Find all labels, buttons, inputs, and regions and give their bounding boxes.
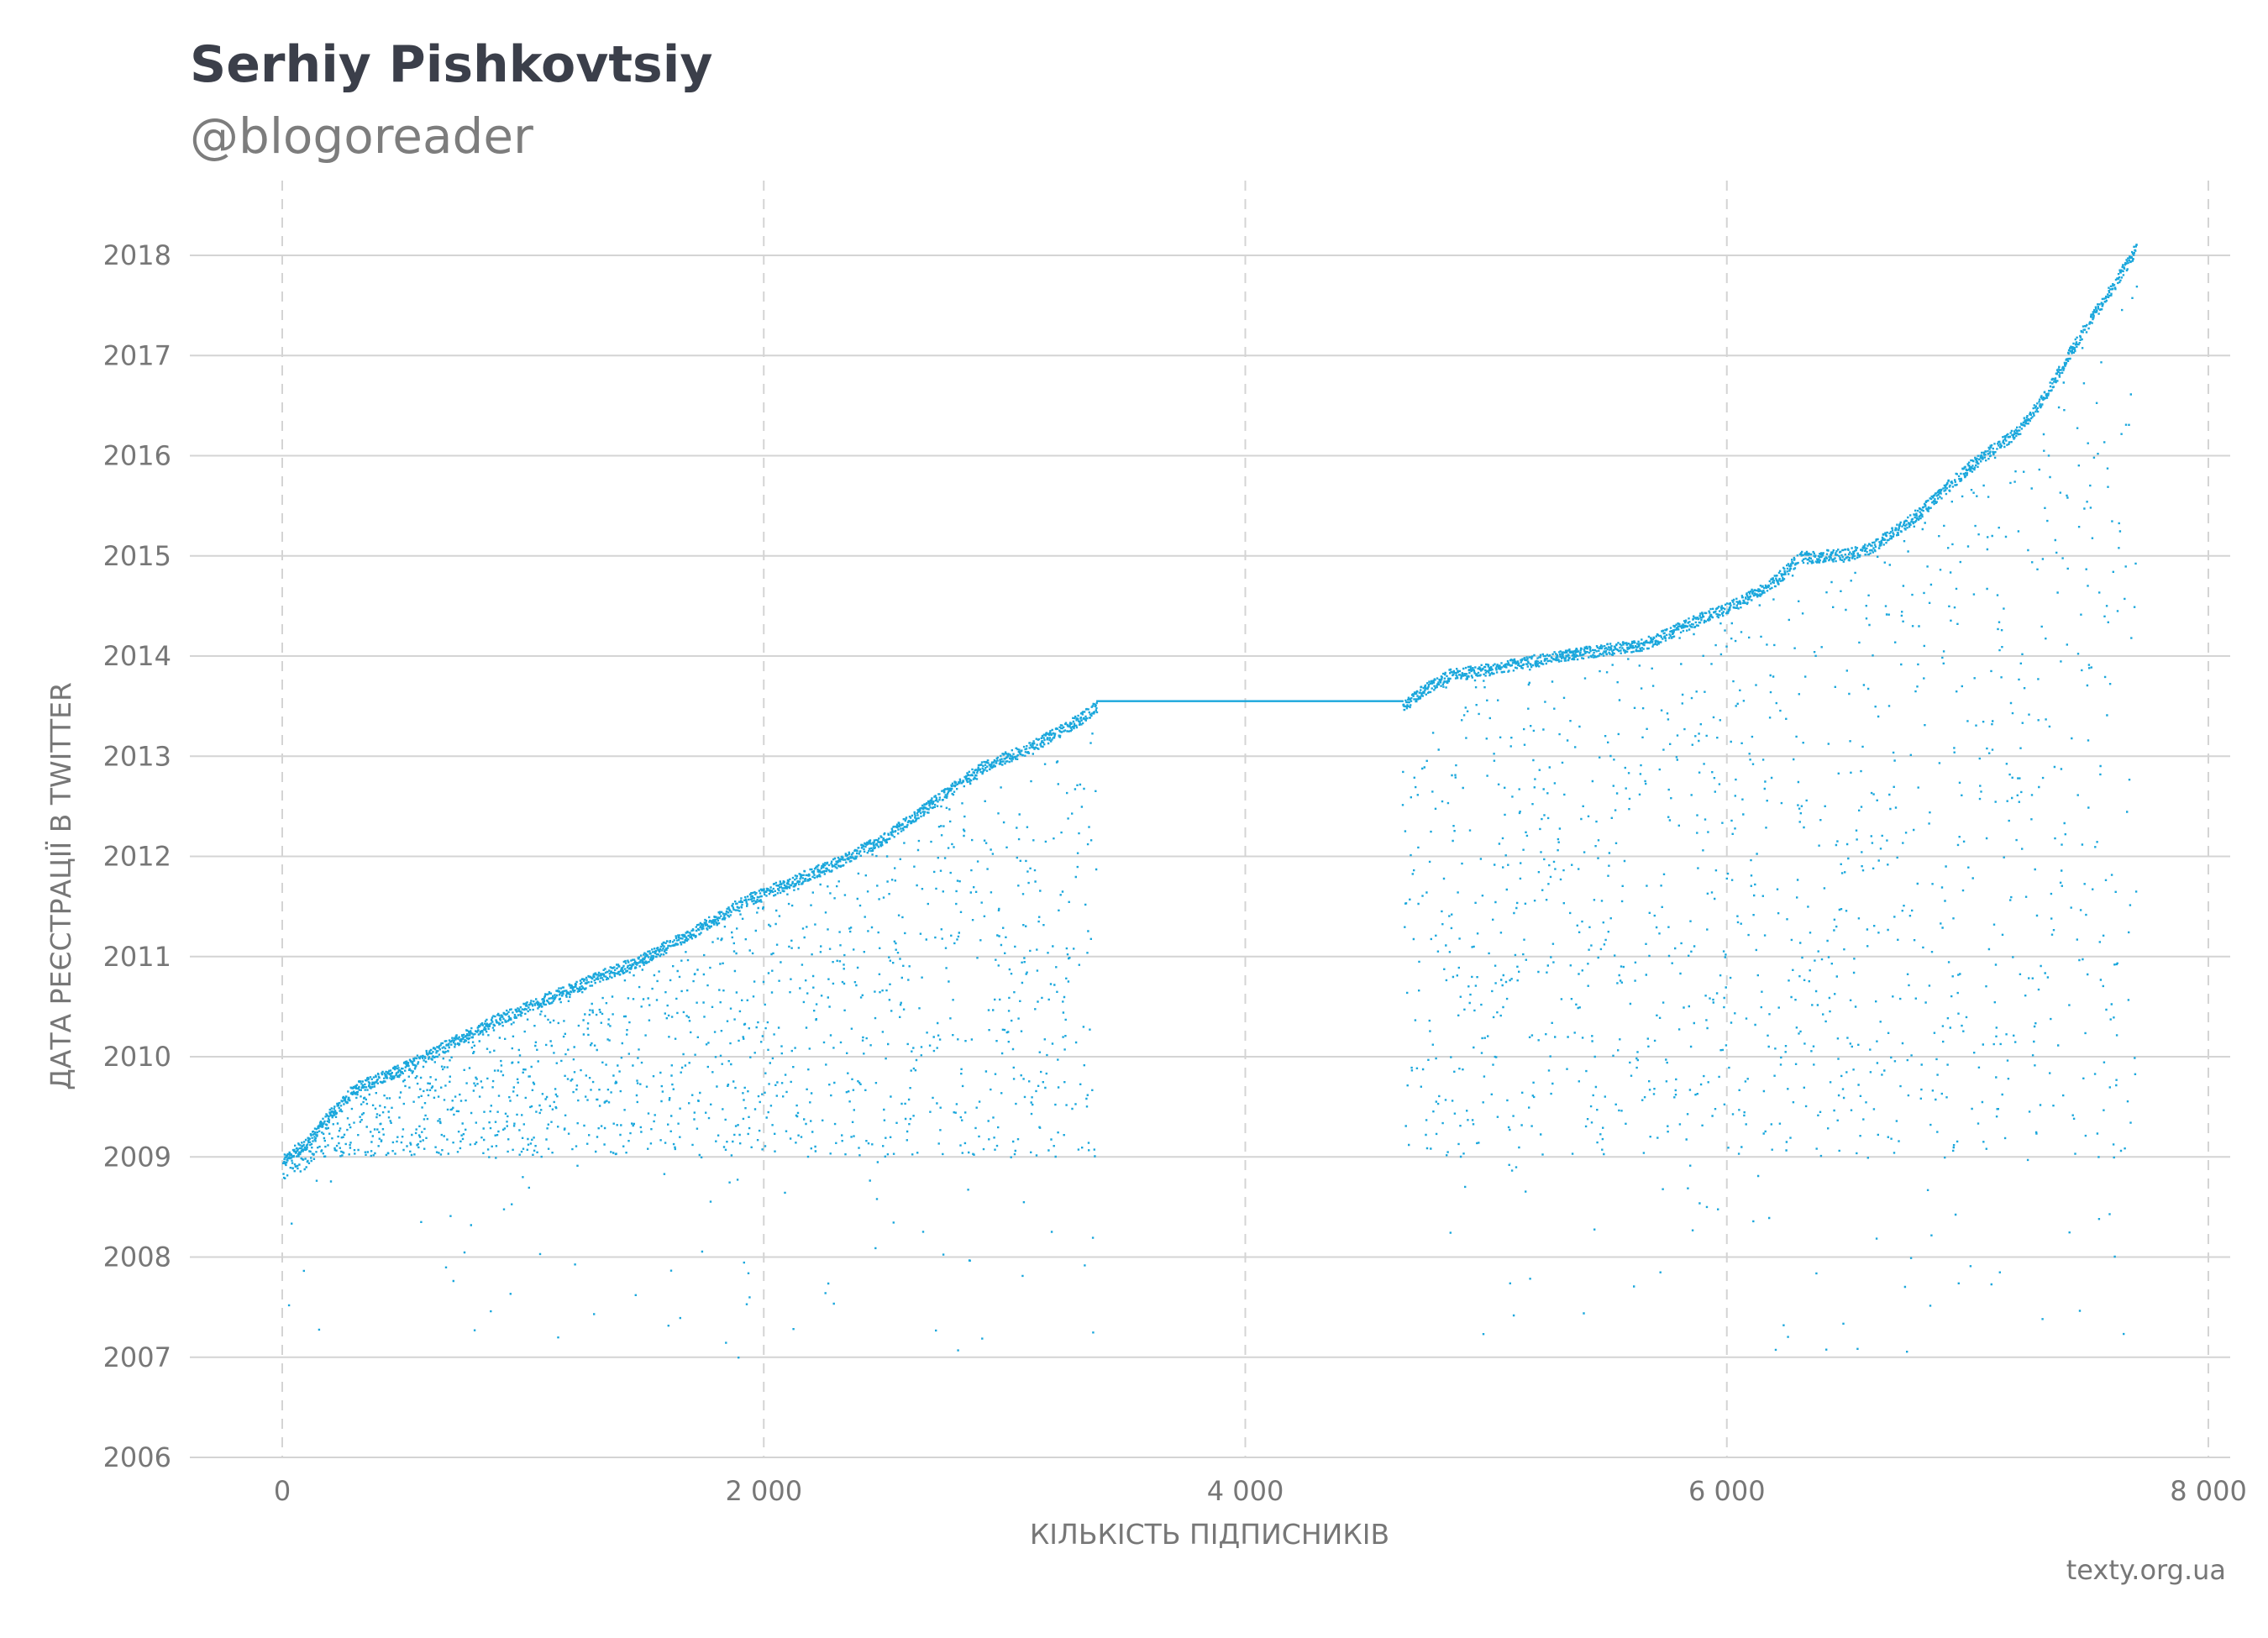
x-tick-label: 6 000: [1688, 1475, 1766, 1507]
x-tick-label: 4 000: [1207, 1475, 1284, 1507]
y-tick-label: 2015: [103, 540, 171, 572]
data-points: [282, 244, 2139, 1359]
y-tick-label: 2006: [103, 1441, 171, 1473]
axis-labels: 2006 2007 2008 2009 2010 2011 2012 2013 2014 2015…: [103, 239, 2247, 1507]
y-tick-label: 2014: [103, 640, 171, 672]
y-tick-label: 2011: [103, 941, 171, 973]
y-axis-label: ДАТА РЕЄСТРАЦІЇ В TWITTER: [45, 682, 77, 1090]
y-tick-label: 2017: [103, 339, 171, 371]
y-tick-label: 2012: [103, 841, 171, 873]
x-axis-label: КІЛЬКІСТЬ ПІДПИСНИКІВ: [1030, 1518, 1389, 1551]
chart-title: Serhiy Pishkovtsiy: [190, 35, 713, 94]
y-tick-label: 2013: [103, 740, 171, 772]
source-credit: texty.org.ua: [2066, 1554, 2226, 1586]
x-tick-label: 0: [274, 1475, 291, 1507]
grid-lines: [190, 181, 2230, 1458]
y-tick-label: 2018: [103, 239, 171, 271]
y-tick-label: 2016: [103, 440, 171, 472]
y-tick-label: 2007: [103, 1341, 171, 1373]
y-tick-label: 2008: [103, 1242, 171, 1273]
y-tick-label: 2010: [103, 1041, 171, 1073]
scatter-points: [282, 244, 2139, 1359]
x-tick-label: 2 000: [725, 1475, 802, 1507]
chart-subtitle: @blogoreader: [190, 108, 533, 165]
x-tick-label: 8 000: [2170, 1475, 2247, 1507]
y-tick-label: 2009: [103, 1141, 171, 1173]
